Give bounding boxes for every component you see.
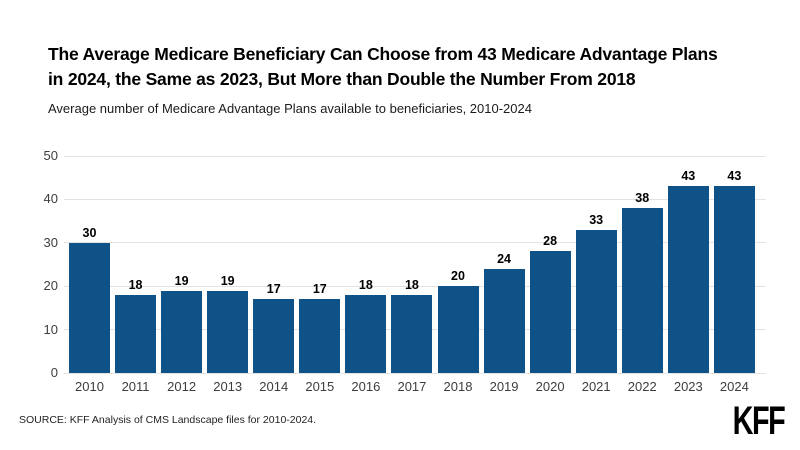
bar-value-label: 33 bbox=[589, 213, 604, 227]
bar: 17 bbox=[299, 282, 341, 373]
chart-subtitle: Average number of Medicare Advantage Pla… bbox=[48, 101, 532, 116]
bar-value-label: 18 bbox=[358, 278, 373, 292]
x-tick-label: 2015 bbox=[305, 379, 335, 394]
bar-value-label: 43 bbox=[681, 169, 696, 183]
bar: 28 bbox=[529, 234, 571, 373]
bar-value-label: 20 bbox=[451, 269, 465, 283]
chart-title: The Average Medicare Beneficiary Can Cho… bbox=[48, 42, 718, 92]
bar-value-label: 17 bbox=[312, 282, 327, 296]
bar-value-label: 30 bbox=[82, 226, 97, 240]
bar-value-label: 19 bbox=[220, 274, 235, 288]
bar: 18 bbox=[391, 278, 433, 373]
y-tick-label: 0 bbox=[50, 365, 58, 380]
chart-title-line1: The Average Medicare Beneficiary Can Cho… bbox=[48, 44, 718, 64]
bar-value-label: 18 bbox=[128, 278, 143, 292]
bar: 17 bbox=[253, 282, 295, 373]
y-tick-label: 10 bbox=[43, 321, 58, 337]
x-axis-tick-labels: 2010 2011 2012 2013 2014 2015 2016 2017 2018 2019… bbox=[69, 379, 755, 394]
bar-value-label: 17 bbox=[266, 282, 281, 296]
bar: 43 bbox=[713, 169, 755, 373]
y-tick-label: 40 bbox=[43, 191, 58, 207]
gridline bbox=[64, 198, 766, 200]
x-tick-label: 2012 bbox=[167, 379, 197, 394]
x-tick-label: 2013 bbox=[213, 379, 243, 394]
kff-logo: KFF bbox=[732, 399, 786, 443]
x-tick-label: 2017 bbox=[397, 379, 427, 394]
bar: 38 bbox=[621, 191, 663, 373]
x-tick-label: 2024 bbox=[719, 379, 749, 394]
gridline bbox=[64, 242, 766, 244]
x-tick-label: 2022 bbox=[627, 379, 657, 394]
chart-title-line2: in 2024, the Same as 2023, But More than… bbox=[48, 69, 636, 89]
bar-value-label: 19 bbox=[174, 274, 189, 288]
x-tick-label: 2011 bbox=[121, 379, 150, 394]
gridline bbox=[64, 285, 766, 287]
gridline bbox=[64, 155, 766, 157]
bar: 19 bbox=[161, 274, 203, 373]
bar-value-label: 24 bbox=[497, 252, 512, 266]
bar-value-label: 28 bbox=[543, 234, 558, 248]
x-tick-label: 2021 bbox=[581, 379, 611, 394]
bar-series: 30 18 19 19 17 17 18 18 20 24 28 33 38 43 43 bbox=[69, 156, 755, 373]
source-note: SOURCE: KFF Analysis of CMS Landscape fi… bbox=[19, 414, 317, 426]
bar: 30 bbox=[69, 226, 110, 373]
x-tick-label: 2020 bbox=[535, 379, 565, 394]
x-tick-label: 2010 bbox=[75, 379, 104, 394]
y-tick-label: 20 bbox=[43, 278, 58, 294]
bar-value-label: 38 bbox=[635, 191, 650, 205]
x-tick-label: 2023 bbox=[673, 379, 703, 394]
bar-value-label: 18 bbox=[404, 278, 419, 292]
x-tick-label: 2018 bbox=[443, 379, 473, 394]
bar: 20 bbox=[437, 269, 479, 373]
gridline bbox=[64, 372, 766, 374]
x-tick-label: 2016 bbox=[351, 379, 381, 394]
bar: 33 bbox=[575, 213, 617, 373]
y-tick-label: 50 bbox=[43, 148, 58, 163]
bar: 43 bbox=[667, 169, 709, 373]
y-tick-label: 30 bbox=[43, 234, 58, 250]
bar: 18 bbox=[115, 278, 157, 373]
bar-value-label: 43 bbox=[727, 169, 742, 183]
bar: 24 bbox=[483, 252, 525, 373]
x-tick-label: 2014 bbox=[259, 379, 289, 394]
bar: 18 bbox=[345, 278, 387, 373]
x-tick-label: 2019 bbox=[489, 379, 519, 394]
bar: 19 bbox=[207, 274, 249, 373]
